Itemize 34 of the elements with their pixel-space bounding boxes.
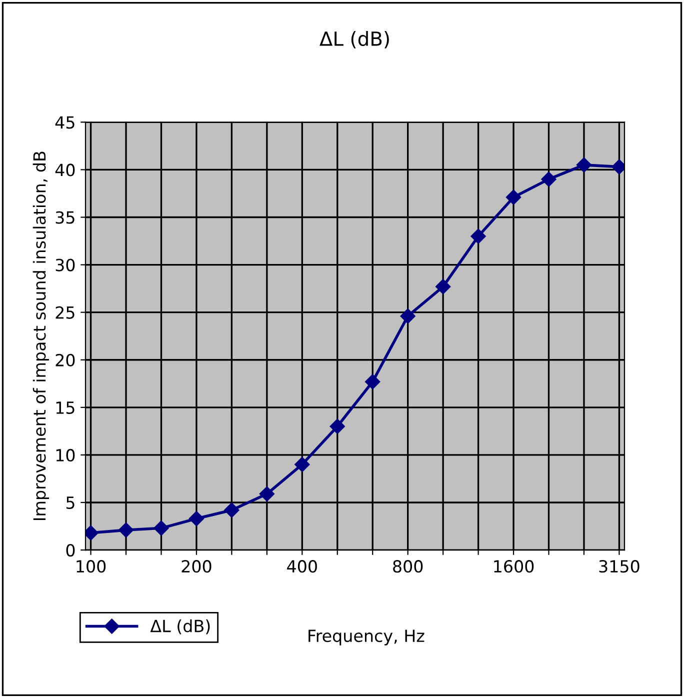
chart-title: ΔL (dB) (320, 30, 389, 48)
y-axis-title: Improvement of impact sound insulation, dB (32, 152, 50, 520)
x-tick-label: 200 (182, 560, 212, 573)
point (435, 279, 451, 294)
y-tick-label: 20 (56, 354, 75, 366)
point (294, 456, 310, 472)
point (188, 511, 204, 526)
x-tick-label: 400 (287, 560, 317, 573)
y-tick-label: 30 (56, 258, 75, 272)
y-tick-label: 5 (66, 496, 74, 510)
point (259, 486, 274, 502)
y-tick-label: 25 (56, 306, 74, 319)
point (506, 190, 522, 205)
point (400, 308, 416, 324)
x-axis-title: Frequency, Hz (308, 630, 424, 646)
y-tick-label: 35 (56, 211, 74, 224)
y-tick-label: 10 (56, 448, 75, 462)
point (154, 520, 169, 536)
point (224, 502, 240, 518)
y-tick-label: 40 (55, 164, 75, 176)
point (330, 418, 345, 434)
x-tick-label: 3150 (599, 560, 640, 573)
point (576, 157, 592, 173)
x-tick-label: 100 (76, 560, 106, 573)
y-tick-label: 15 (56, 402, 74, 414)
point (541, 172, 556, 187)
x-tick-label: 800 (393, 560, 423, 573)
point (470, 228, 486, 244)
point (118, 522, 134, 538)
point (365, 374, 380, 390)
y-tick-label: 45 (55, 116, 74, 129)
x-tick-label: 1600 (494, 560, 534, 573)
legend-label: ΔL (dB) (150, 619, 210, 634)
y-tick-label: 0 (66, 544, 75, 557)
